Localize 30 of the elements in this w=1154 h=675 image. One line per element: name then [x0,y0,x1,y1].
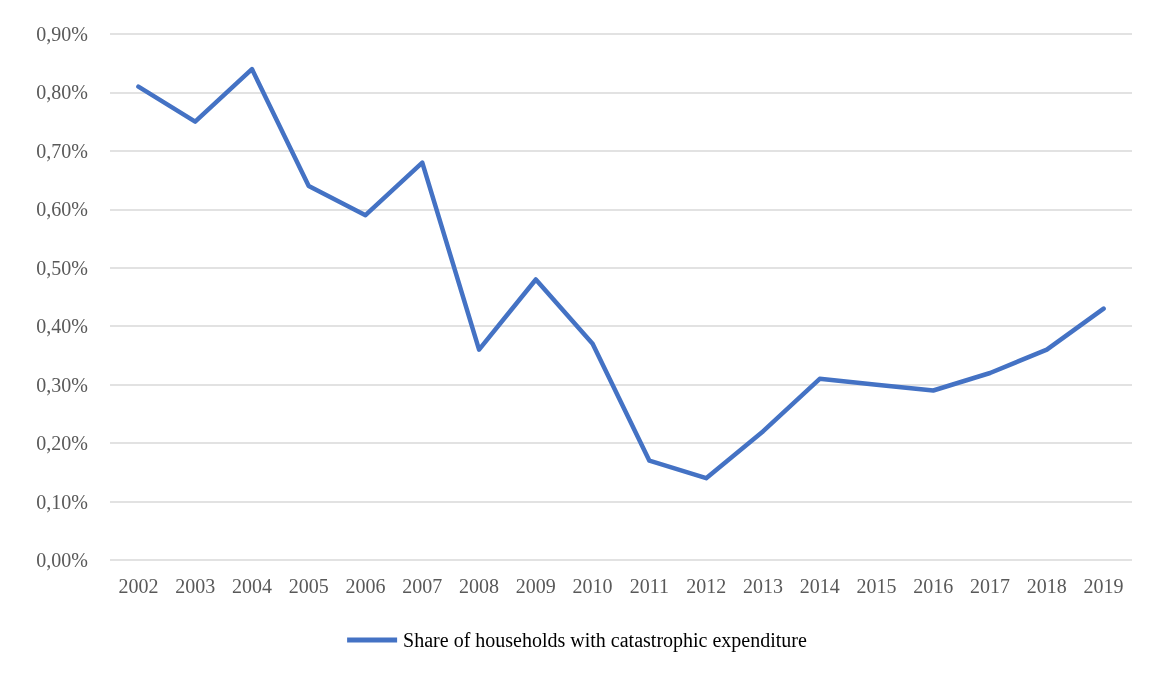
x-tick-label: 2006 [345,575,386,597]
line-series [136,66,1106,481]
y-tick-label: 0,80% [36,81,88,104]
x-tick-label: 2005 [288,575,329,597]
x-tick-label: 2008 [459,575,500,597]
y-tick-label: 0,10% [36,490,88,513]
y-tick-label: 0,00% [36,549,88,571]
x-tick-label: 2012 [686,575,727,597]
x-tick-label: 2016 [913,575,954,597]
x-tick-label: 2018 [1026,575,1067,597]
x-tick-label: 2007 [402,575,443,597]
x-tick-label: 2009 [515,575,556,597]
y-tick-label: 0,70% [36,139,88,162]
x-tick-label: 2003 [175,575,216,597]
x-tick-label: 2011 [629,575,670,597]
y-tick-label: 0,50% [36,256,88,279]
y-tick-label: 0,20% [36,432,88,455]
y-tick-label: 0,90% [36,23,88,45]
x-tick-label: 2002 [118,575,159,597]
x-tick-label: 2019 [1083,575,1124,597]
legend-label: Share of households with catastrophic expenditure [403,629,808,652]
y-tick-label: 0,60% [36,198,88,221]
x-tick-label: 2004 [231,575,272,597]
x-tick-label: 2015 [856,575,897,597]
y-tick-label: 0,40% [36,315,88,338]
x-tick-label: 2014 [799,575,840,597]
x-tick-label: 2013 [742,575,783,597]
y-tick-label: 0,30% [36,373,88,396]
x-tick-label: 2017 [970,575,1011,597]
x-tick-label: 2010 [572,575,613,597]
